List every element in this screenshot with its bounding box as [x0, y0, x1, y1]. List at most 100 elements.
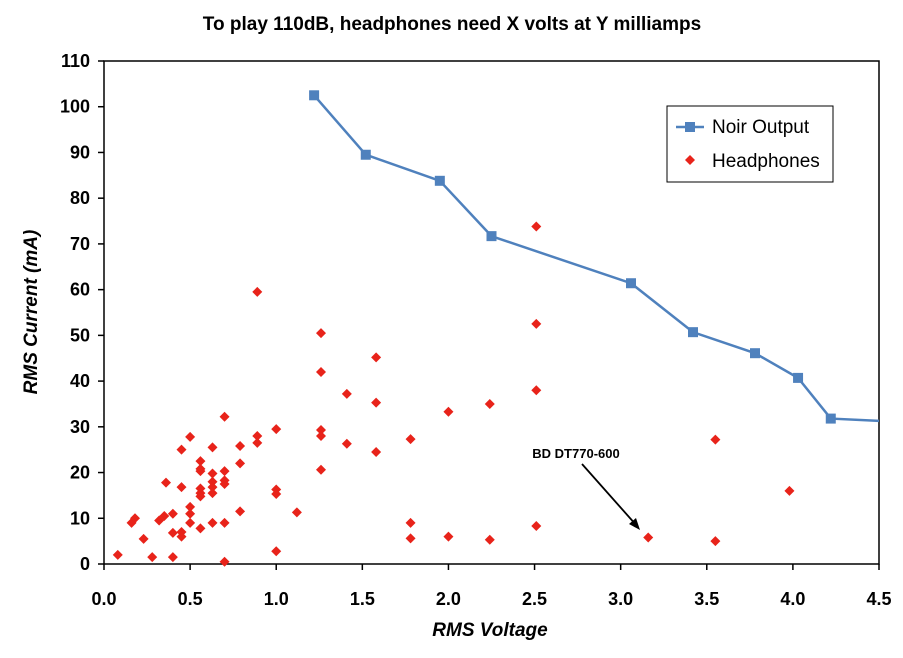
headphones-point: [484, 398, 495, 409]
headphones-point: [271, 546, 282, 557]
headphones-point: [341, 438, 352, 449]
noir-output-point: [434, 175, 445, 186]
headphones-point: [235, 458, 246, 469]
y-tick-label: 10: [70, 508, 90, 528]
headphones-point: [185, 517, 196, 528]
headphones-point: [405, 517, 416, 528]
headphones-point: [130, 513, 140, 524]
headphones-point: [271, 489, 282, 500]
headphones-point: [710, 434, 721, 445]
x-tick-label: 0.5: [178, 589, 203, 609]
headphones-point: [531, 318, 542, 329]
headphones-point: [371, 446, 382, 457]
headphones-point: [405, 533, 416, 544]
headphones-point: [341, 388, 352, 399]
headphones-point: [207, 468, 218, 479]
headphones-point: [405, 434, 416, 445]
headphones-point: [784, 485, 795, 496]
headphones-point: [195, 466, 206, 477]
y-tick-label: 90: [70, 142, 90, 162]
noir-output-line: [313, 94, 880, 423]
headphones-point: [252, 430, 263, 441]
headphones-point: [643, 532, 654, 543]
x-tick-label: 1.5: [350, 589, 375, 609]
headphones-point: [531, 385, 542, 396]
noir-output-point: [793, 372, 804, 383]
noir-output-point: [626, 278, 636, 289]
y-tick-label: 110: [61, 51, 90, 71]
headphones-point: [219, 466, 230, 477]
headphones-point: [219, 478, 230, 489]
y-tick-label: 80: [70, 188, 90, 208]
legend-box: [666, 105, 834, 183]
plot-frame: [103, 60, 880, 565]
headphones-point: [138, 533, 149, 544]
chart-title: To play 110dB, headphones need X volts a…: [203, 14, 701, 35]
headphones-point: [371, 397, 382, 408]
x-tick-label: 1.0: [264, 589, 289, 609]
x-tick-label: 4.5: [866, 589, 891, 609]
legend-noir-label: Noir Output: [712, 117, 810, 138]
noir-output-point: [750, 348, 760, 359]
headphones-point: [185, 508, 196, 519]
headphones-point: [207, 482, 218, 493]
headphones-point: [159, 510, 170, 521]
y-axis-label: RMS Current (mA): [21, 230, 42, 395]
y-tick-label: 30: [70, 417, 90, 437]
y-tick-label: 70: [70, 234, 90, 254]
headphones-point: [484, 534, 495, 545]
annotation-arrow-line: [581, 463, 638, 527]
plot-area: 0.0 0.5 1.0 1.5 2.0 2.5 3.0 3.5 4.0 4.5 0 10 20 30 40 5…: [60, 51, 892, 609]
headphones-point: [112, 549, 123, 560]
headphones-point: [316, 366, 326, 377]
headphones-point: [176, 526, 187, 537]
headphones-point: [195, 491, 206, 502]
headphones-point: [185, 431, 196, 442]
annotation-label: BD DT770-600: [532, 446, 619, 461]
y-tick-label: 60: [70, 280, 90, 300]
noir-output-point: [360, 149, 371, 160]
headphones-point: [167, 527, 178, 538]
y-tick-label: 0: [80, 554, 90, 574]
x-tick-label: 0.0: [91, 589, 116, 609]
legend-headphones-label: Headphones: [712, 151, 820, 172]
headphones-point: [176, 444, 187, 455]
legend-headphones-marker: [685, 155, 695, 165]
headphones-point: [316, 328, 326, 339]
headphones-point: [167, 508, 178, 519]
y-tick-label: 20: [70, 463, 90, 483]
x-tick-label: 2.0: [436, 589, 461, 609]
headphones-point: [252, 437, 263, 448]
y-tick-label: 100: [60, 97, 90, 117]
annotation: BD DT770-600: [532, 446, 640, 530]
x-tick-label: 3.0: [608, 589, 633, 609]
noir-output-point: [825, 413, 836, 424]
headphones-point: [167, 552, 178, 563]
headphones-point: [195, 523, 206, 534]
headphones-point: [207, 442, 218, 453]
x-axis-label: RMS Voltage: [432, 620, 548, 641]
headphones-point: [443, 531, 454, 542]
noir-output-point: [309, 90, 320, 101]
annotation-arrowhead: [629, 518, 640, 530]
headphones-point: [316, 430, 326, 441]
headphones-point: [161, 477, 171, 488]
noir-output-point: [688, 327, 698, 338]
headphones-point: [207, 476, 218, 487]
headphones-point: [219, 517, 230, 528]
headphones-point: [443, 406, 454, 417]
headphones-point: [291, 507, 302, 518]
headphones-point: [195, 456, 206, 467]
headphones-point: [252, 286, 263, 297]
headphones-point: [219, 556, 230, 567]
headphones-point: [207, 517, 218, 528]
x-tick-label: 2.5: [522, 589, 547, 609]
y-tick-label: 50: [70, 325, 90, 345]
headphones-point: [371, 352, 382, 363]
headphones-point: [710, 536, 721, 547]
headphones-point: [185, 501, 196, 512]
headphones-point: [271, 424, 282, 435]
headphones-point: [316, 425, 326, 436]
